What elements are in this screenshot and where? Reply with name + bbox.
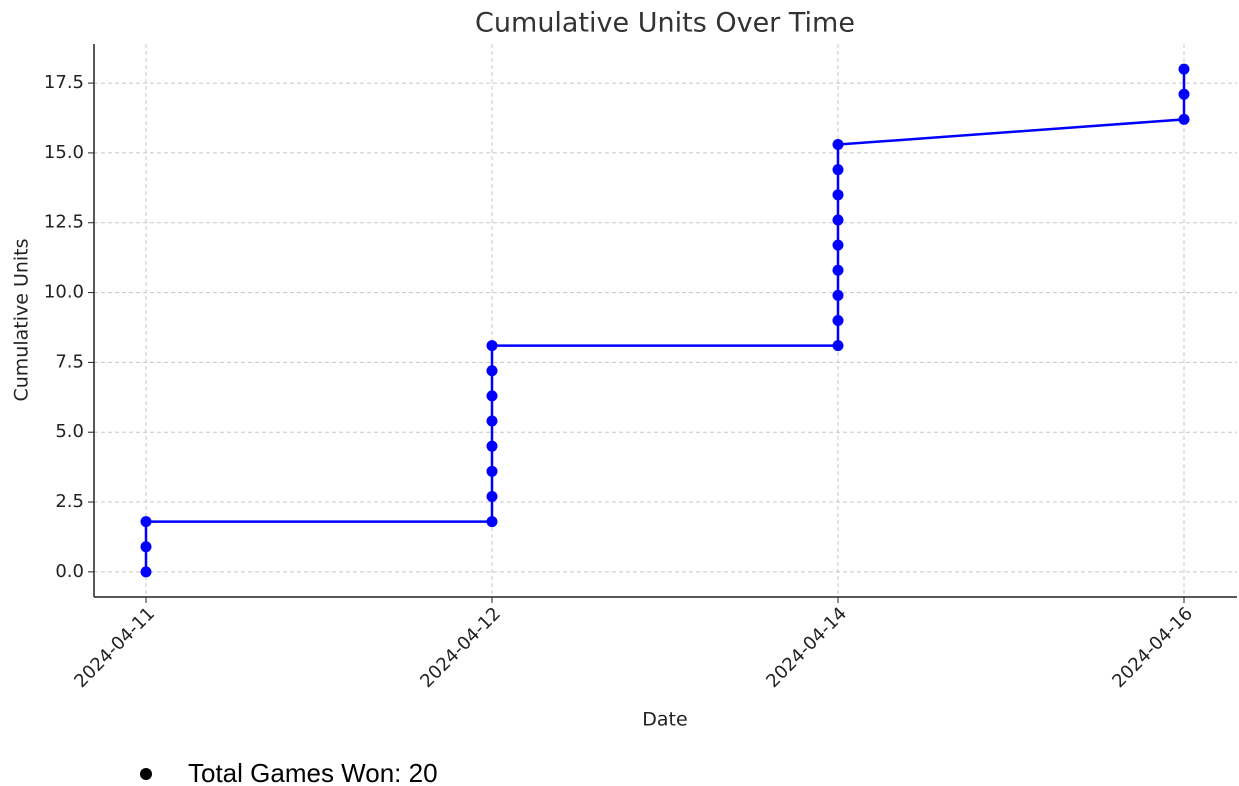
point: [486, 365, 498, 377]
point: [832, 315, 844, 326]
y-tick-label: 15.0: [44, 142, 84, 163]
y-tick-label: 0.0: [55, 561, 84, 582]
summary-item: Total Games Won: 20: [188, 758, 438, 786]
point: [486, 340, 498, 352]
point: [832, 164, 844, 176]
chart-title: Cumulative Units Over Time: [475, 8, 855, 39]
line: [144, 69, 1186, 572]
point: [1178, 63, 1190, 75]
point: [486, 490, 498, 502]
point: [832, 189, 844, 201]
point: [486, 465, 498, 477]
x-tick-label: 2024-04-16: [1108, 603, 1197, 692]
y-tick-label: 2.5: [55, 491, 84, 512]
point: [486, 415, 498, 427]
y-axis-label: Cumulative Units: [11, 238, 33, 401]
y-tick-label: 10.0: [44, 282, 84, 303]
point: [140, 541, 152, 553]
point: [486, 390, 498, 402]
point: [140, 566, 152, 578]
point: [486, 516, 498, 528]
point: [140, 516, 152, 528]
y-tick-label: 17.5: [44, 72, 84, 93]
x-tick-label: 2024-04-12: [416, 603, 505, 692]
y-tick-label: 5.0: [55, 421, 84, 442]
y-tick-label: 12.5: [44, 212, 84, 233]
point: [1178, 113, 1190, 125]
point: [1178, 88, 1190, 100]
x-axis-label: Date: [642, 709, 687, 731]
y-tick-label: 7.5: [55, 351, 84, 372]
x-tick-label: 2024-04-11: [70, 603, 159, 692]
point: [832, 239, 844, 251]
bullet: [140, 768, 152, 780]
point: [832, 289, 844, 301]
point: [832, 214, 844, 226]
point: [832, 139, 844, 151]
point: [832, 264, 844, 276]
x-tick-label: 2024-04-14: [762, 603, 851, 692]
point: [486, 440, 498, 452]
point: [832, 340, 844, 352]
